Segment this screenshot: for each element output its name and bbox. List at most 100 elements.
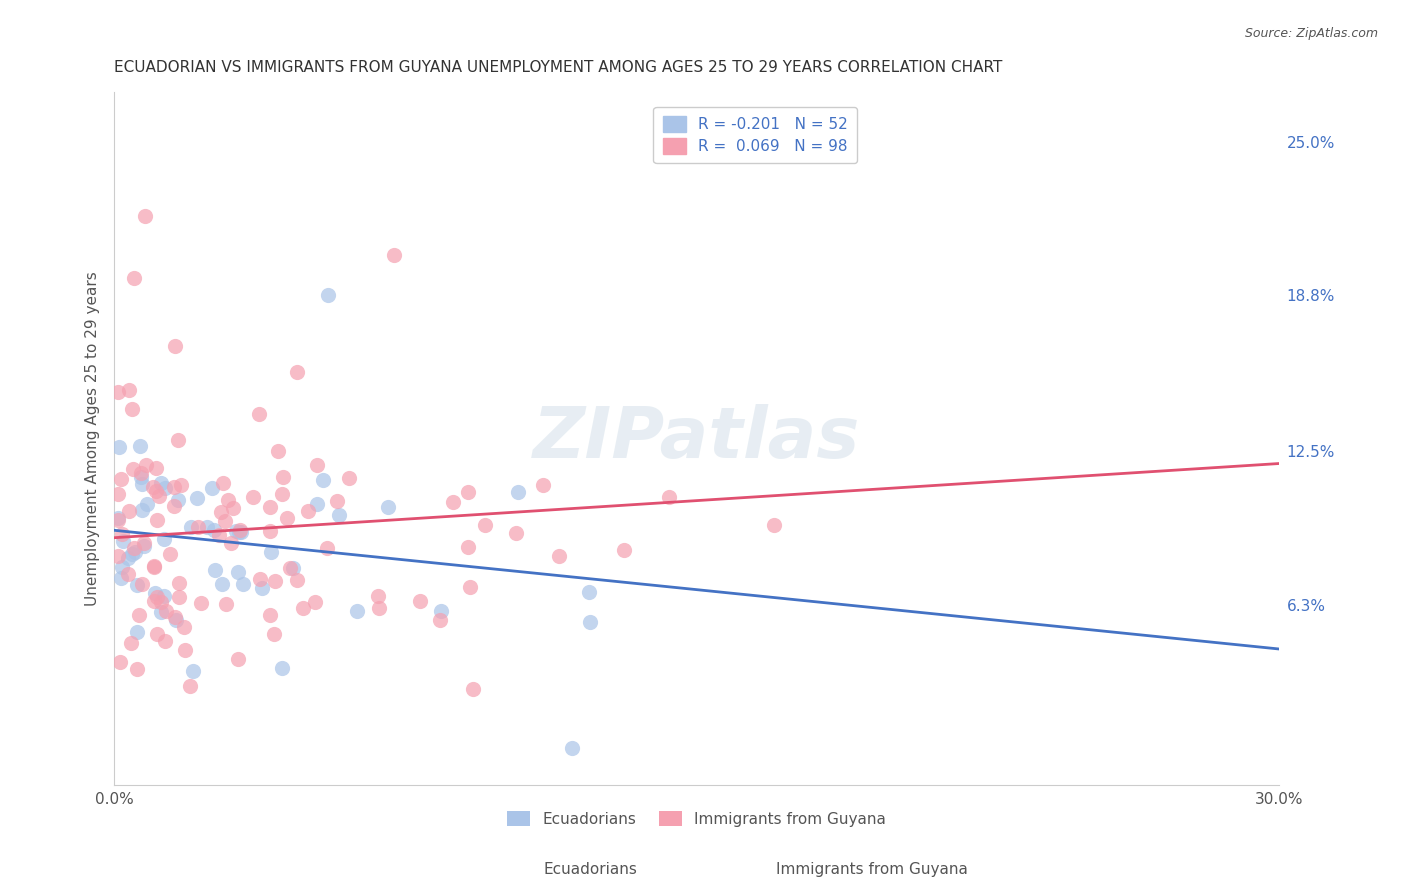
Point (384, 248, 406, 262)
Point (531, 478, 554, 492)
Point (208, 528, 231, 542)
Point (107, 549, 129, 563)
Point (337, 471, 360, 485)
Point (143, 560, 166, 574)
Point (146, 590, 169, 604)
Point (118, 384, 141, 398)
Point (346, 603, 368, 617)
Point (457, 541, 479, 555)
Point (326, 494, 349, 508)
Point (222, 501, 245, 516)
Point (312, 474, 335, 488)
Point (163, 480, 186, 494)
Point (152, 532, 174, 546)
Point (127, 662, 149, 676)
Point (190, 596, 212, 610)
Point (217, 493, 239, 508)
Point (278, 561, 301, 575)
Point (143, 586, 166, 600)
Point (148, 489, 170, 503)
Point (142, 480, 165, 494)
Point (167, 590, 190, 604)
Point (221, 536, 243, 550)
Point (285, 573, 308, 587)
Point (283, 560, 305, 574)
Point (107, 385, 129, 400)
Point (165, 610, 187, 624)
Point (304, 595, 326, 609)
Point (316, 288, 339, 302)
Point (131, 470, 153, 484)
Point (167, 433, 190, 447)
Point (201, 481, 224, 495)
Point (226, 565, 249, 579)
Point (409, 594, 432, 608)
Point (579, 615, 602, 630)
Point (270, 661, 292, 675)
Point (149, 595, 172, 609)
Point (457, 484, 479, 499)
Point (429, 613, 451, 627)
Point (367, 600, 389, 615)
Point (112, 534, 135, 549)
Point (121, 547, 143, 561)
Point (204, 563, 226, 577)
Point (657, 490, 679, 504)
Point (174, 643, 197, 657)
Point (264, 574, 287, 588)
Point (128, 439, 150, 453)
Point (259, 500, 281, 514)
Point (142, 594, 165, 608)
Point (291, 600, 314, 615)
Point (441, 495, 464, 509)
Point (297, 504, 319, 518)
Point (429, 604, 451, 618)
Text: ECUADORIAN VS IMMIGRANTS FROM GUYANA UNEMPLOYMENT AMONG AGES 25 TO 29 YEARS CORR: ECUADORIAN VS IMMIGRANTS FROM GUYANA UNE… (114, 60, 1002, 75)
Point (107, 486, 129, 500)
Point (276, 511, 298, 525)
Point (107, 511, 129, 525)
Point (229, 523, 252, 537)
Point (122, 271, 145, 285)
Point (155, 604, 177, 618)
Text: ZIPatlas: ZIPatlas (533, 404, 860, 474)
Point (232, 576, 254, 591)
Point (143, 559, 166, 574)
Point (108, 440, 131, 454)
Point (124, 545, 146, 559)
Point (120, 636, 142, 650)
Point (305, 458, 328, 473)
Point (267, 443, 290, 458)
Point (117, 551, 139, 566)
Point (127, 578, 149, 592)
Point (132, 536, 155, 550)
Point (228, 525, 250, 540)
Point (214, 514, 236, 528)
Point (135, 497, 157, 511)
Point (170, 477, 193, 491)
Point (131, 476, 153, 491)
Point (186, 491, 208, 505)
Point (307, 497, 329, 511)
Point (226, 652, 249, 666)
Point (167, 493, 190, 508)
Point (242, 491, 264, 505)
Point (145, 513, 167, 527)
Point (121, 401, 143, 416)
Point (134, 539, 156, 553)
Y-axis label: Unemployment Among Ages 25 to 29 years: Unemployment Among Ages 25 to 29 years (86, 271, 100, 607)
Point (209, 504, 232, 518)
Point (260, 545, 283, 559)
Point (259, 524, 281, 539)
Point (152, 589, 174, 603)
Point (167, 576, 190, 591)
Point (153, 634, 176, 648)
Point (127, 625, 149, 640)
Point (131, 466, 153, 480)
Text: Ecuadorians: Ecuadorians (544, 863, 637, 877)
Point (461, 681, 484, 696)
Point (180, 520, 202, 534)
Point (111, 527, 134, 541)
Point (273, 469, 295, 483)
Point (187, 520, 209, 534)
